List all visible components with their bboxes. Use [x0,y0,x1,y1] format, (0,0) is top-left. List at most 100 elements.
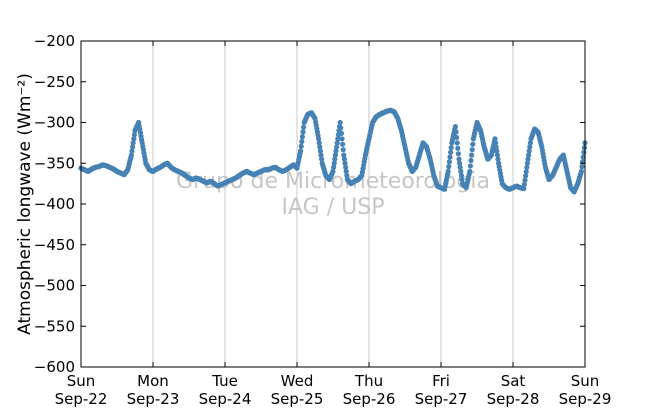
watermark-line-2: IAG / USP [282,195,385,220]
data-point [467,163,473,169]
data-point [523,169,529,175]
data-point [317,148,323,154]
data-point [446,164,452,170]
data-point [526,148,532,154]
data-point [527,144,533,150]
data-point [128,152,134,158]
data-point [446,159,452,165]
data-point [341,156,347,162]
data-point [332,156,338,162]
data-point [521,185,527,192]
data-point [581,145,588,151]
x-tick-label-date: Sep-24 [199,390,252,408]
data-point [455,151,461,157]
data-point [454,134,460,141]
data-point [340,141,346,147]
data-point [299,134,305,140]
y-tick-label: −600 [34,358,75,376]
data-point [340,147,346,153]
data-point [331,160,337,166]
x-tick-label-day: Tue [211,372,238,390]
data-point [458,168,464,174]
vertical-gridlines [152,41,514,367]
y-tick-label: −400 [34,195,75,213]
data-point [469,147,475,153]
data-point [455,145,461,151]
data-point [344,172,350,179]
x-tick-label-date: Sep-26 [343,390,396,408]
data-point [330,168,336,174]
data-point [299,138,305,145]
data-point [459,176,465,183]
data-point [495,156,501,162]
data-point [448,145,454,151]
x-tick-label-date: Sep-22 [55,390,108,408]
data-point [131,132,137,138]
data-point [332,152,338,158]
data-point [457,164,463,170]
data-point [492,136,498,142]
data-point [316,140,322,146]
y-tick-label: −450 [34,236,75,254]
x-tick-label-day: Sat [501,372,526,390]
x-tick-label-day: Mon [137,372,169,390]
data-point [445,168,451,174]
data-point [578,168,585,174]
data-point [342,160,348,166]
data-point [524,160,531,166]
y-tick-label: −350 [34,154,75,172]
data-point [467,168,473,174]
data-point [521,181,528,187]
data-point [317,144,323,150]
x-tick-label-date: Sep-25 [271,390,324,408]
data-point [524,164,530,171]
data-point [341,152,347,158]
y-tick-label: −500 [34,277,75,295]
data-point [331,164,337,170]
data-point [522,177,528,183]
x-tick-label-day: Fri [432,372,450,390]
x-tick-label-date: Sep-27 [415,390,468,408]
data-point [319,156,325,162]
data-point [525,156,531,162]
y-axis-ticks: −200 −250 −300 −350 −400 −450 −500 −550 −600 [34,32,585,376]
data-point [300,129,306,135]
data-point [526,152,532,158]
x-tick-label-day: Wed [281,372,314,390]
data-point [469,152,475,158]
x-tick-label-day: Sun [571,372,600,390]
data-point [338,130,344,136]
data-point [301,124,307,130]
data-point [298,143,304,149]
data-point [468,157,474,164]
data-point [453,129,459,135]
x-tick-label-date: Sep-28 [487,390,540,408]
data-point [316,136,322,142]
data-point [337,119,343,126]
y-tick-label: −550 [34,317,75,335]
data-point [493,144,499,150]
data-point [130,140,136,146]
data-point [339,136,345,142]
data-point [298,148,304,154]
data-point [456,156,462,162]
x-tick-label-date: Sep-29 [559,390,612,408]
x-axis-ticks: SunSep-22MonSep-23TueSep-24WedSep-25ThuS… [55,41,612,408]
data-point [338,125,344,131]
x-tick-label-date: Sep-23 [127,390,180,408]
data-point [343,168,349,174]
data-point [457,160,463,166]
data-point [527,140,534,146]
data-point [470,141,476,147]
data-point [335,136,341,142]
data-point [523,173,529,179]
data-point [130,144,136,150]
data-point [318,152,324,158]
data-points [78,107,588,195]
data-point [334,140,340,146]
data-point [458,172,464,179]
y-tick-label: −300 [34,114,75,132]
data-point [333,148,339,154]
data-point [494,152,500,158]
